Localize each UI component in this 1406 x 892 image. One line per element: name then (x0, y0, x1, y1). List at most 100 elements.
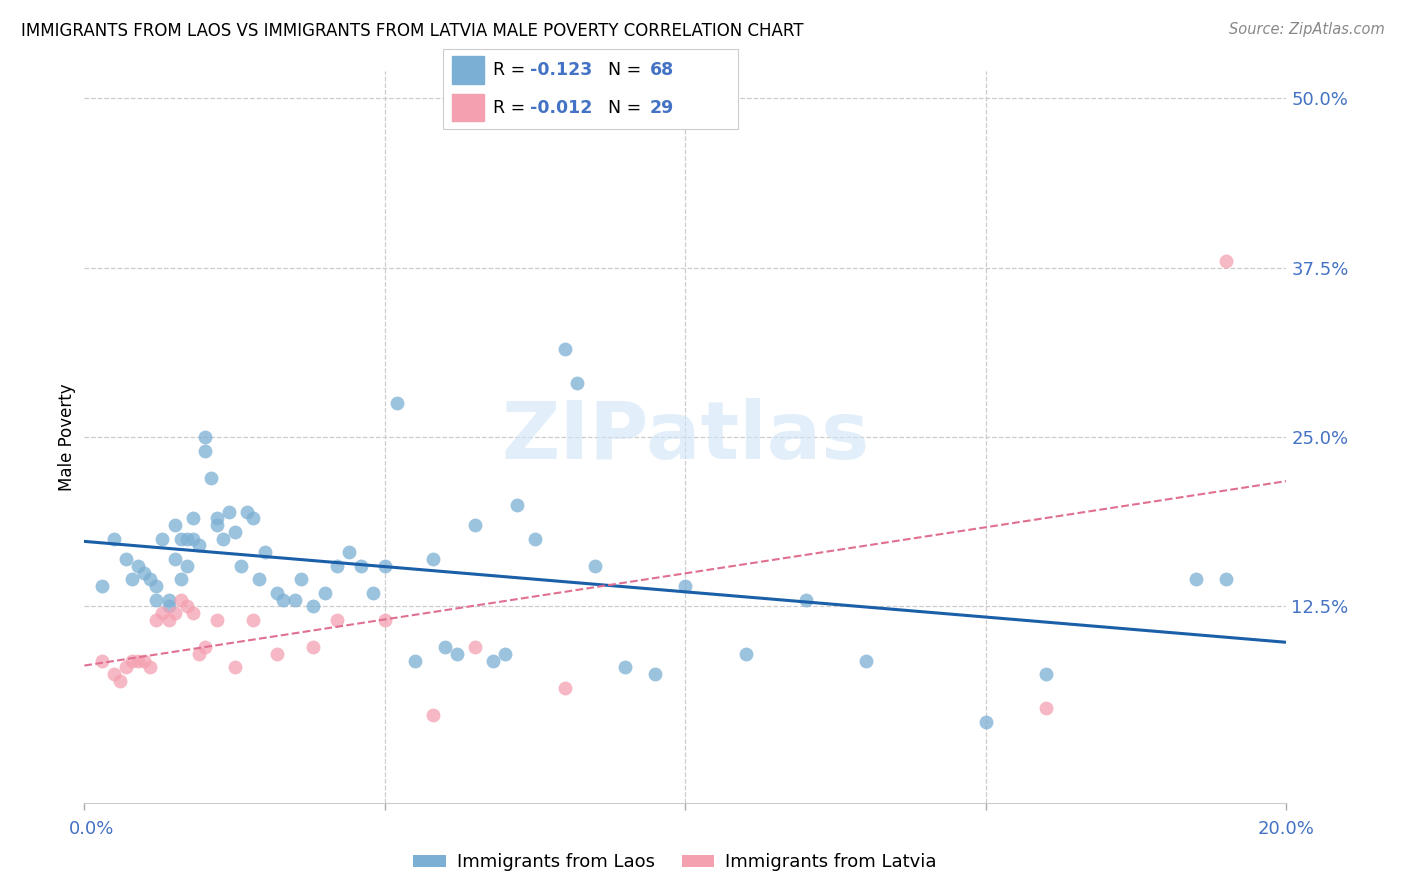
Point (361, 586, 384, 600)
Point (422, 707, 444, 722)
Point (974, 714, 997, 729)
Point (103, 667, 125, 681)
Point (326, 558, 349, 573)
Text: N =: N = (609, 61, 647, 78)
Point (205, 613, 228, 627)
Point (194, 443, 217, 458)
Y-axis label: Male Poverty: Male Poverty (58, 384, 76, 491)
Text: 20.0%: 20.0% (1258, 820, 1315, 838)
Point (794, 592, 817, 607)
Point (205, 511, 228, 525)
Point (1215, 254, 1237, 268)
Point (247, 572, 270, 586)
Text: IMMIGRANTS FROM LAOS VS IMMIGRANTS FROM LATVIA MALE POVERTY CORRELATION CHART: IMMIGRANTS FROM LAOS VS IMMIGRANTS FROM … (21, 22, 804, 40)
Point (127, 558, 149, 573)
Point (176, 558, 198, 573)
Text: 29: 29 (650, 99, 673, 117)
Point (157, 592, 180, 607)
Point (103, 532, 125, 546)
Point (337, 545, 360, 559)
Point (211, 532, 233, 546)
Point (385, 396, 408, 410)
Text: Source: ZipAtlas.com: Source: ZipAtlas.com (1229, 22, 1385, 37)
Bar (451, 56, 484, 84)
Point (284, 592, 307, 607)
Point (169, 532, 191, 546)
Point (253, 545, 276, 559)
Point (301, 599, 323, 614)
Point (134, 566, 156, 580)
Point (583, 558, 606, 573)
Point (115, 552, 138, 566)
Point (145, 613, 167, 627)
Point (1215, 572, 1237, 586)
Point (169, 572, 191, 586)
Point (266, 647, 288, 661)
Point (157, 613, 180, 627)
Point (422, 552, 444, 566)
Point (224, 660, 246, 674)
Text: 68: 68 (650, 61, 673, 78)
Point (326, 613, 349, 627)
Text: -0.012: -0.012 (530, 99, 592, 117)
Point (675, 579, 697, 593)
Point (506, 498, 529, 512)
Point (301, 640, 323, 654)
Point (169, 592, 191, 607)
Point (290, 572, 312, 586)
Point (91, 654, 114, 668)
Point (494, 647, 516, 661)
Point (163, 606, 186, 620)
Point (127, 654, 149, 668)
Point (554, 342, 576, 356)
Text: -0.123: -0.123 (530, 61, 592, 78)
Point (242, 511, 264, 525)
Point (163, 518, 186, 533)
Point (482, 654, 505, 668)
Point (121, 654, 143, 668)
Point (134, 654, 156, 668)
Text: R =: R = (494, 61, 531, 78)
Point (157, 599, 180, 614)
Point (181, 511, 204, 525)
Point (224, 524, 246, 539)
Point (434, 640, 457, 654)
Point (187, 538, 209, 552)
Point (115, 660, 138, 674)
Point (446, 647, 468, 661)
Point (271, 592, 294, 607)
Point (1035, 667, 1057, 681)
Point (1185, 572, 1208, 586)
Point (152, 606, 174, 620)
Point (229, 558, 252, 573)
Point (145, 592, 167, 607)
Text: R =: R = (494, 99, 531, 117)
Text: 0.0%: 0.0% (69, 820, 114, 838)
Point (235, 505, 257, 519)
Point (181, 606, 204, 620)
Point (524, 532, 547, 546)
Point (194, 430, 217, 444)
Point (176, 599, 198, 614)
Point (734, 647, 756, 661)
Point (242, 613, 264, 627)
Point (187, 647, 209, 661)
Point (644, 667, 666, 681)
Point (404, 654, 426, 668)
Point (374, 613, 396, 627)
Point (266, 586, 288, 600)
Point (554, 681, 576, 695)
Point (139, 572, 162, 586)
Point (614, 660, 637, 674)
Point (374, 558, 396, 573)
Point (464, 518, 486, 533)
Text: ZIPatlas: ZIPatlas (502, 398, 869, 476)
Point (110, 673, 132, 688)
Point (91, 579, 114, 593)
Point (567, 376, 589, 390)
Point (1035, 701, 1057, 715)
Point (121, 572, 143, 586)
Point (181, 532, 204, 546)
Point (314, 586, 336, 600)
Point (218, 505, 240, 519)
